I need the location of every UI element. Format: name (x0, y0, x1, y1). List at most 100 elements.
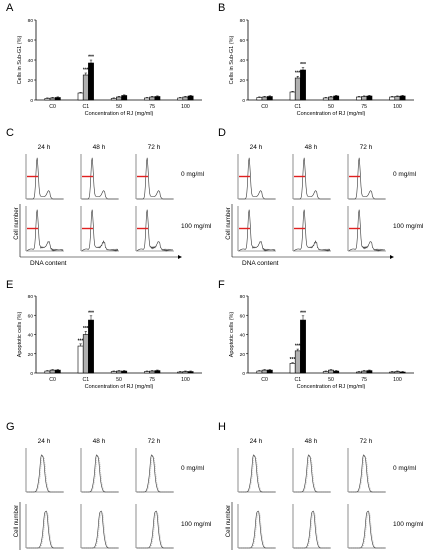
significance-mark: *** (83, 68, 89, 74)
histogram-trace (82, 157, 118, 200)
significance-mark: *** (295, 71, 301, 77)
histogram-control-trace (138, 511, 174, 549)
x-arrow-head (390, 255, 394, 259)
cell-cycle-histograms-c: 24 h 48 h 72 h 0 mg/ml 100 mg/ml Cell number D… (14, 144, 212, 267)
histogram-y-label: Cell number (226, 207, 232, 239)
y-tick-label: 80 (28, 18, 34, 24)
histogram-control-trace (83, 511, 119, 549)
time-label: 48 h (305, 144, 318, 151)
x-tick-label: C1 (82, 377, 89, 383)
bar (394, 96, 401, 101)
y-tick-label: 40 (28, 58, 34, 64)
bar (289, 363, 296, 374)
bar (266, 369, 273, 374)
panel-letter-b: B (218, 2, 225, 14)
histogram-trace (26, 209, 64, 252)
time-label: 24 h (38, 438, 51, 445)
sub-g1-chart-b: 0 20 40 60 80 Cells in Sub-G1 (%) C0 C1 *** *** 50… (229, 18, 414, 117)
y-tick-label: 20 (240, 78, 246, 84)
x-tick-label: C0 (261, 104, 268, 110)
dose-label: 100 mg/ml (393, 223, 424, 230)
bar (356, 371, 362, 374)
y-tick-label: 80 (240, 294, 246, 300)
panel-letter-e: E (6, 279, 13, 291)
bar (149, 96, 156, 101)
bar (82, 74, 89, 101)
histogram-y-label: Cell number (14, 505, 20, 537)
x-tick-label: 50 (116, 104, 122, 110)
histogram-trace (27, 157, 63, 200)
bar (88, 62, 94, 101)
y-tick-label: 60 (240, 313, 246, 319)
bar (49, 369, 56, 374)
bar (399, 371, 406, 374)
x-tick-label: 100 (393, 104, 402, 110)
panel-letter-f: F (218, 279, 225, 291)
bar (82, 334, 89, 374)
bar (54, 97, 61, 101)
bar (149, 370, 156, 374)
y-tick-label: 40 (240, 58, 246, 64)
bar (261, 369, 268, 374)
bar (333, 370, 340, 374)
bar (256, 370, 263, 374)
time-label: 24 h (250, 144, 263, 151)
x-tick-label: C1 (82, 104, 89, 110)
x-axis-label: Concentration of RJ (mg/ml) (85, 111, 154, 117)
bar (44, 98, 51, 101)
bar (356, 96, 362, 101)
significance-mark: *** (83, 326, 89, 332)
x-arrow-head (178, 255, 182, 259)
x-tick-label: C0 (261, 377, 268, 383)
dose-label: 0 mg/ml (393, 465, 417, 472)
dose-label: 100 mg/ml (393, 521, 424, 528)
x-tick-label: 75 (149, 377, 155, 383)
dose-label: 100 mg/ml (181, 223, 212, 230)
time-label: 72 h (148, 144, 161, 151)
y-tick-label: 20 (28, 352, 34, 358)
histogram-trace (137, 454, 173, 493)
histogram-control-trace (295, 511, 331, 549)
x-tick-label: 75 (149, 104, 155, 110)
bar (177, 371, 184, 374)
significance-mark: *** (300, 310, 306, 316)
time-label: 72 h (148, 438, 161, 445)
y-tick-label: 80 (240, 18, 246, 24)
bar (116, 96, 122, 101)
histogram-control-trace (240, 455, 276, 493)
histogram-y-label: Cell number (226, 505, 232, 537)
bar (366, 95, 373, 101)
histogram-trace (239, 157, 275, 200)
bar (77, 345, 84, 374)
y-axis-label: Cells in Sub-G1 (%) (17, 36, 23, 85)
histogram-trace (239, 510, 275, 549)
bar (177, 97, 184, 101)
x-axis-label: Concentration of RJ (mg/ml) (85, 384, 154, 390)
y-axis-label: Apoptotic cells (%) (229, 312, 235, 358)
bar (110, 98, 117, 101)
x-axis-label: Concentration of RJ (mg/ml) (297, 384, 366, 390)
bar (154, 370, 161, 374)
significance-mark: *** (295, 344, 301, 350)
bar (121, 370, 128, 374)
histogram-trace (27, 454, 63, 493)
time-label: 24 h (38, 144, 51, 151)
x-tick-label: 75 (361, 377, 367, 383)
histogram-control-trace (28, 455, 64, 493)
panel-letter-h: H (218, 421, 226, 433)
bar (361, 370, 368, 374)
x-tick-label: 100 (393, 377, 402, 383)
y-axis-label: Cells in Sub-G1 (%) (229, 36, 235, 85)
bar (361, 96, 368, 101)
bar (187, 95, 194, 101)
significance-mark: *** (78, 338, 84, 344)
dose-label: 0 mg/ml (393, 171, 417, 178)
cell-cycle-histograms-d: 24 h 48 h 72 h 0 mg/ml 100 mg/ml Cell number D… (226, 144, 424, 267)
y-tick-label: 20 (240, 352, 246, 358)
bar (54, 369, 61, 374)
y-tick-label: 0 (30, 371, 33, 377)
histogram-x-label: DNA content (242, 260, 279, 267)
y-tick-label: 80 (28, 294, 34, 300)
bar (328, 96, 334, 101)
